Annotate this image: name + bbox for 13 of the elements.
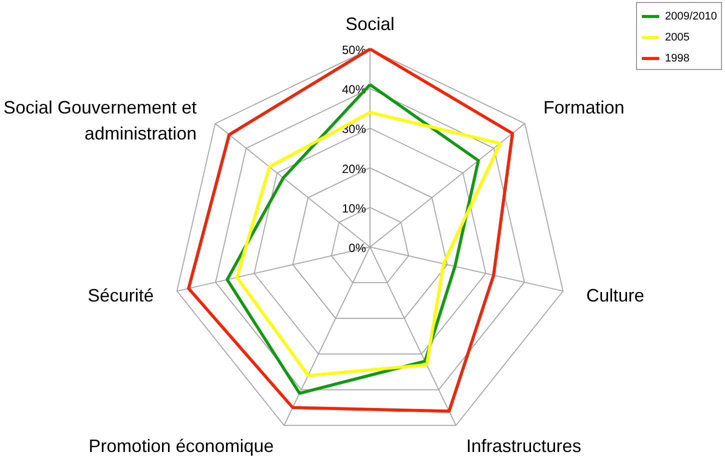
spoke-label: Social Gouvernement et administration [4,98,197,144]
y-tick-label: 0% [348,241,366,255]
y-tick-label: 20% [342,162,366,176]
legend-label: 2005 [665,32,690,44]
legend-label: 1998 [665,52,690,64]
spoke-label: Formation [543,98,624,118]
y-tick-label: 10% [342,201,366,216]
spoke-label: Promotion économique [88,436,274,456]
spoke-label: Culture [586,285,644,306]
spoke-label: Social [345,14,395,34]
legend-label: 2009/2010 [665,10,717,22]
spoke-label: Sécurité [88,285,154,306]
spoke-label: Infrastructures [466,436,582,456]
